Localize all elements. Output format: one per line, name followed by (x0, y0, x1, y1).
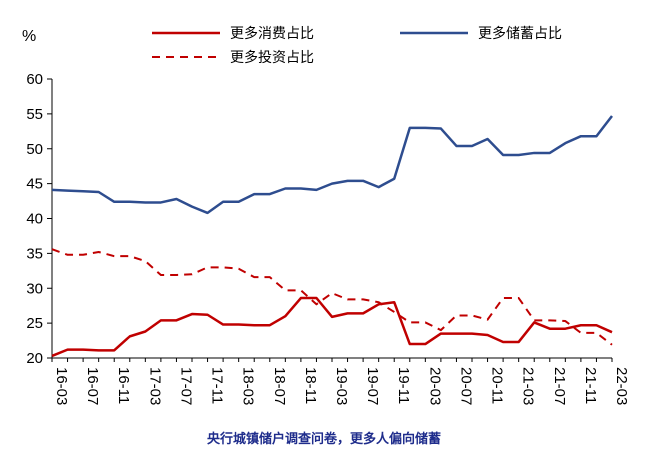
y-tick-label: 40 (26, 211, 43, 228)
x-tick-label: 16-11 (115, 367, 132, 404)
y-tick-label: 60 (26, 71, 43, 88)
x-tick-label: 19-07 (364, 367, 381, 405)
x-tick-label: 16-07 (84, 367, 101, 405)
y-tick-label: 25 (26, 315, 43, 332)
series-line-2 (51, 115, 613, 215)
x-tick-label: 19-03 (333, 367, 350, 405)
x-tick-label: 18-11 (302, 367, 319, 404)
x-tick-label: 17-07 (177, 367, 194, 405)
x-tick-label: 16-03 (53, 367, 70, 405)
x-tick-label: 20-03 (426, 367, 443, 405)
x-tick-label: 18-07 (271, 367, 288, 405)
x-tick-label: 21-07 (551, 367, 568, 405)
x-tick-label: 21-11 (582, 367, 599, 404)
legend-label: 更多储蓄占比 (478, 25, 562, 42)
series-line-3 (51, 248, 613, 346)
y-axis-unit-label: % (22, 28, 36, 45)
y-tick-label: 55 (26, 106, 43, 123)
x-tick-label: 22-03 (613, 367, 630, 405)
chart-caption: 央行城镇储户调查问卷，更多人偏向储蓄 (206, 432, 441, 447)
x-tick-label: 17-11 (209, 367, 226, 404)
y-tick-label: 30 (26, 280, 43, 297)
x-tick-label: 18-03 (240, 367, 257, 405)
chart-axes: 20 25 30 35 40 45 50 55 60 16-03 16-07 16-11 17-03 17… (26, 71, 630, 405)
y-tick-label: 45 (26, 176, 43, 193)
series-line-1 (51, 296, 613, 358)
y-tick-label: 35 (26, 245, 43, 262)
y-tick-label: 20 (26, 350, 43, 367)
x-tick-label: 19-11 (395, 367, 412, 404)
legend-label: 更多投资占比 (230, 49, 314, 66)
series-layer (51, 115, 613, 358)
x-tick-label: 20-07 (457, 367, 474, 405)
x-tick-label: 20-11 (489, 367, 506, 404)
x-tick-label: 17-03 (146, 367, 163, 405)
y-tick-label: 50 (26, 141, 43, 158)
legend-label: 更多消费占比 (230, 25, 314, 42)
x-tick-label: 21-03 (520, 367, 537, 405)
